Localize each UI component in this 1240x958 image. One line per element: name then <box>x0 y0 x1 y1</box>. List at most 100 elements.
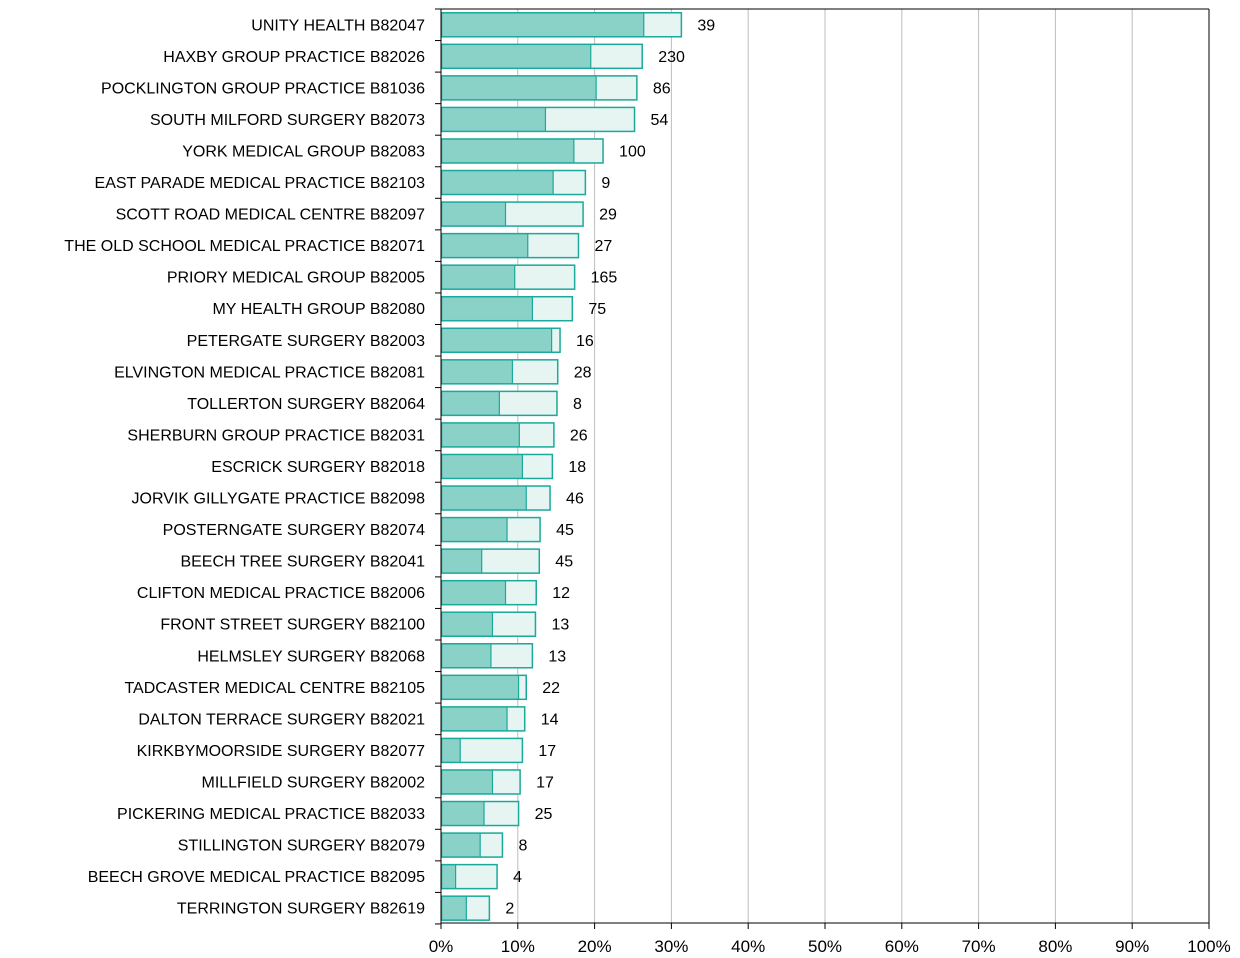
bar-segment-1 <box>441 643 491 668</box>
bar-segment-1 <box>441 738 461 763</box>
bar-segment-1 <box>441 801 485 826</box>
category-label: PRIORY MEDICAL GROUP B82005 <box>167 270 425 287</box>
x-tick-label: 70% <box>962 937 996 956</box>
bar-segment-2 <box>466 896 490 921</box>
bar-segment-1 <box>441 328 552 353</box>
data-label: 26 <box>570 427 588 444</box>
category-label: TERRINGTON SURGERY B82619 <box>177 901 425 918</box>
category-label: FRONT STREET SURGERY B82100 <box>160 617 425 634</box>
bar-segment-2 <box>551 328 561 353</box>
bar-segment-1 <box>441 44 591 69</box>
bar-segment-1 <box>441 170 554 195</box>
category-label: POSTERNGATE SURGERY B82074 <box>163 522 425 539</box>
labels: 0% 10% 20% 30% 40% 50% 60% 70% 80% 90% 100% UNITY H… <box>64 17 1230 956</box>
data-label: 14 <box>541 711 559 728</box>
data-label: 17 <box>536 774 554 791</box>
bar-segment-2 <box>532 296 573 321</box>
bar-segment-1 <box>441 833 481 858</box>
bar-segment-1 <box>441 864 456 889</box>
bar-segment-1 <box>441 107 546 132</box>
bar-segment-1 <box>441 75 597 100</box>
bar-segment-1 <box>441 138 574 163</box>
bar-segment-1 <box>441 706 508 731</box>
data-label: 17 <box>538 743 556 760</box>
category-label: KIRKBYMOORSIDE SURGERY B82077 <box>137 743 426 760</box>
data-label: 54 <box>651 112 669 129</box>
x-tick-label: 0% <box>429 937 454 956</box>
data-label: 165 <box>591 270 618 287</box>
category-label: POCKLINGTON GROUP PRACTICE B81036 <box>101 80 425 97</box>
bar-segment-2 <box>460 738 523 763</box>
data-label: 46 <box>566 491 584 508</box>
category-label: PICKERING MEDICAL PRACTICE B82033 <box>117 806 425 823</box>
bar-segment-1 <box>441 454 523 479</box>
category-label: SOUTH MILFORD SURGERY B82073 <box>150 112 425 129</box>
axes <box>435 8 1210 929</box>
bar-segment-2 <box>518 675 527 700</box>
data-label: 8 <box>573 396 582 413</box>
bar-segment-1 <box>441 549 482 574</box>
bars <box>440 12 683 921</box>
bar-segment-1 <box>441 233 528 258</box>
category-label: SCOTT ROAD MEDICAL CENTRE B82097 <box>116 207 426 224</box>
bar-segment-2 <box>481 549 540 574</box>
bar-segment-2 <box>507 706 525 731</box>
bar-segment-1 <box>441 391 500 416</box>
bar-segment-1 <box>441 296 533 321</box>
category-label: TOLLERTON SURGERY B82064 <box>187 396 425 413</box>
bar-segment-2 <box>505 580 537 605</box>
bar-segment-2 <box>492 612 536 637</box>
bar-segment-2 <box>553 170 586 195</box>
bar-segment-2 <box>480 833 503 858</box>
data-label: 29 <box>599 207 617 224</box>
bar-segment-1 <box>441 265 515 290</box>
bar-segment-2 <box>507 517 541 542</box>
bar-segment-2 <box>492 769 521 794</box>
gridlines <box>517 9 1133 923</box>
bar-segment-2 <box>643 12 682 37</box>
bar-segment-2 <box>514 265 575 290</box>
category-label: BEECH GROVE MEDICAL PRACTICE B82095 <box>88 869 425 886</box>
data-label: 45 <box>555 554 573 571</box>
x-tick-label: 20% <box>578 937 612 956</box>
bar-segment-2 <box>505 202 584 227</box>
bar-segment-2 <box>455 864 498 889</box>
data-label: 75 <box>588 301 606 318</box>
bar-segment-2 <box>499 391 557 416</box>
category-label: ELVINGTON MEDICAL PRACTICE B82081 <box>114 364 425 381</box>
category-label: STILLINGTON SURGERY B82079 <box>178 838 425 855</box>
category-label: HELMSLEY SURGERY B82068 <box>197 648 425 665</box>
category-label: YORK MEDICAL GROUP B82083 <box>182 143 425 160</box>
bar-segment-1 <box>441 359 513 384</box>
data-label: 8 <box>518 838 527 855</box>
bar-segment-1 <box>441 675 519 700</box>
data-label: 4 <box>513 869 522 886</box>
data-label: 27 <box>594 238 612 255</box>
bar-segment-1 <box>441 422 520 447</box>
category-label: THE OLD SCHOOL MEDICAL PRACTICE B82071 <box>64 238 425 255</box>
category-label: TADCASTER MEDICAL CENTRE B82105 <box>124 680 425 697</box>
bar-segment-2 <box>527 233 579 258</box>
x-tick-label: 100% <box>1187 937 1230 956</box>
bar-segment-1 <box>441 769 493 794</box>
bar-segment-2 <box>484 801 519 826</box>
data-label: 22 <box>542 680 560 697</box>
category-label: MY HEALTH GROUP B82080 <box>212 301 425 318</box>
data-label: 45 <box>556 522 574 539</box>
data-label: 12 <box>552 585 570 602</box>
bar-segment-2 <box>526 486 551 511</box>
data-label: 13 <box>551 617 569 634</box>
bar-segment-2 <box>590 44 643 69</box>
data-label: 39 <box>697 17 715 34</box>
bar-segment-1 <box>441 517 508 542</box>
data-label: 28 <box>574 364 592 381</box>
category-label: PETERGATE SURGERY B82003 <box>187 333 425 350</box>
x-tick-label: 10% <box>501 937 535 956</box>
category-label: UNITY HEALTH B82047 <box>251 17 425 34</box>
bar-segment-1 <box>441 580 506 605</box>
bar-segment-2 <box>545 107 635 132</box>
bar-segment-1 <box>441 896 467 921</box>
x-tick-label: 30% <box>654 937 688 956</box>
data-label: 9 <box>601 175 610 192</box>
